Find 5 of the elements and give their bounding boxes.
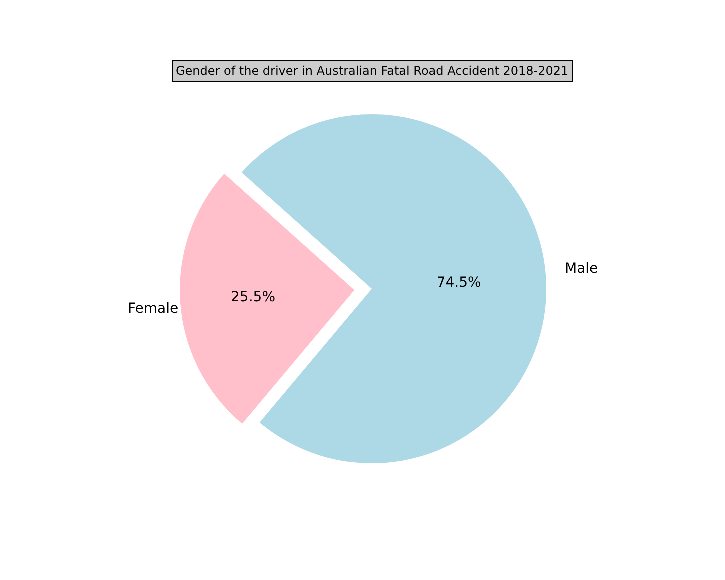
data-label: 25.5% [231, 290, 276, 306]
chart-title: Gender of the driver in Australian Fatal Road Accident 2018-2021 [176, 64, 569, 78]
slice-label: Male [565, 261, 598, 277]
data-label: 74.5% [436, 274, 482, 291]
slice-label: Female [128, 301, 179, 317]
